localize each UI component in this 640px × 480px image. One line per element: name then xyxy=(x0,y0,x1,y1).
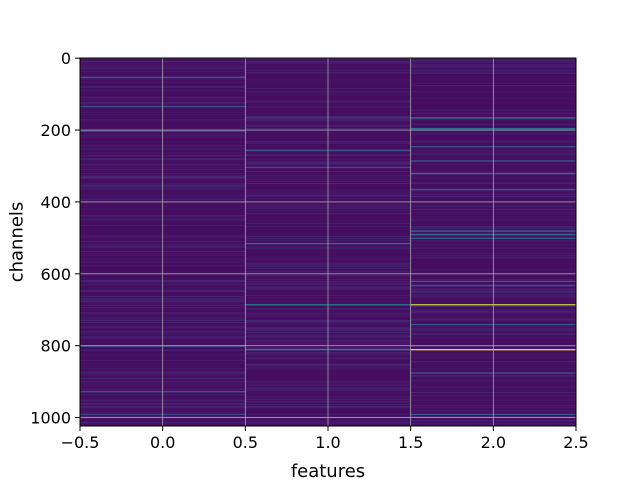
y-tick-label: 1000 xyxy=(30,409,71,428)
x-tick-label: 1.5 xyxy=(398,433,423,452)
x-axis-label: features xyxy=(291,461,365,480)
y-tick-label: 0 xyxy=(61,49,71,68)
y-axis-label: channels xyxy=(6,202,27,283)
x-tick-label: 0.5 xyxy=(233,433,258,452)
y-tick-label: 600 xyxy=(40,265,71,284)
x-tick-label: 2.0 xyxy=(481,433,506,452)
x-tick-label: 1.0 xyxy=(315,433,340,452)
x-tick-label: −0.5 xyxy=(61,433,100,452)
x-tick-label: 2.5 xyxy=(563,433,588,452)
x-tick-label: 0.0 xyxy=(150,433,175,452)
y-tick-label: 400 xyxy=(40,193,71,212)
y-tick-label: 200 xyxy=(40,121,71,140)
y-tick-label: 800 xyxy=(40,337,71,356)
x-axis-ticks: −0.5 0.0 0.5 1.0 1.5 2.0 2.5 xyxy=(61,426,589,452)
y-axis-ticks: 0 200 400 600 800 1000 xyxy=(30,49,80,428)
